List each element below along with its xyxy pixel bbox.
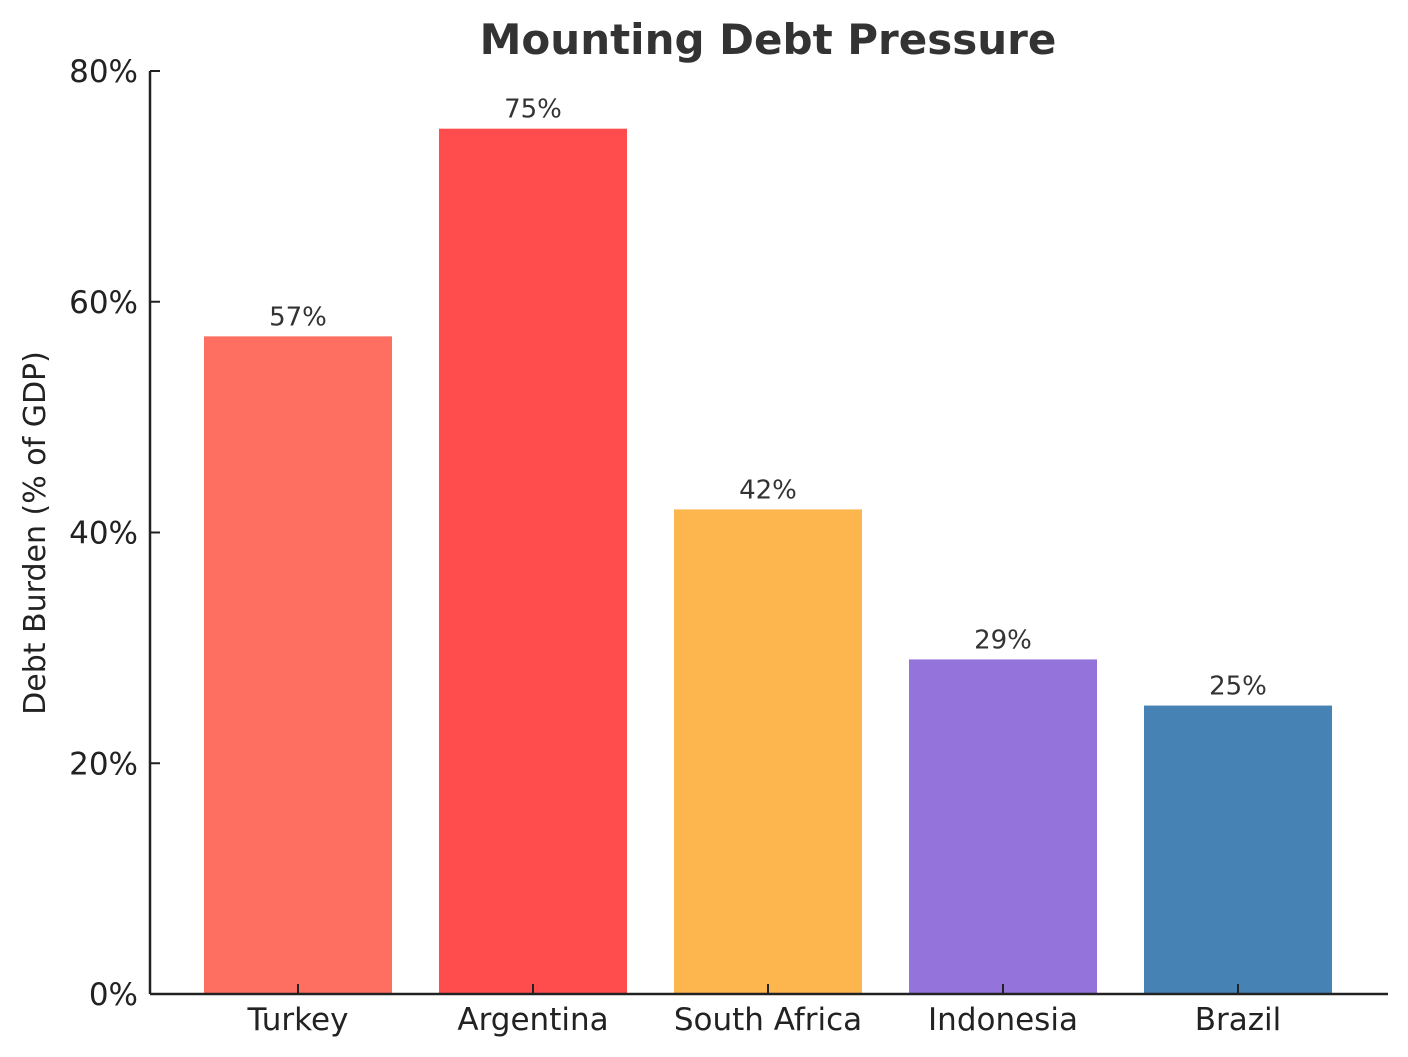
- y-axis-ticks: 0% 20% 40% 60% 80%: [69, 54, 160, 1013]
- data-label: 75%: [504, 95, 562, 125]
- x-tick-label: Argentina: [457, 1002, 608, 1038]
- data-label: 25%: [1209, 672, 1267, 702]
- bar-turkey: [204, 336, 392, 994]
- data-label: 29%: [974, 625, 1032, 655]
- y-tick-label: 20%: [69, 746, 138, 782]
- data-labels: 57% 75% 42% 29% 25%: [269, 95, 1267, 702]
- bars: [204, 128, 1332, 994]
- y-tick-label: 0%: [89, 977, 138, 1013]
- chart-title: Mounting Debt Pressure: [480, 15, 1057, 64]
- x-tick-label: Brazil: [1195, 1002, 1282, 1038]
- y-tick-label: 40%: [69, 516, 138, 552]
- bar-brazil: [1144, 705, 1332, 994]
- data-label: 57%: [269, 302, 327, 332]
- x-tick-label: South Africa: [674, 1002, 862, 1038]
- data-label: 42%: [739, 475, 797, 505]
- x-tick-label: Indonesia: [928, 1002, 1078, 1038]
- y-tick-label: 80%: [69, 54, 138, 90]
- x-axis-ticks: Turkey Argentina South Africa Indonesia Braz…: [247, 984, 1282, 1038]
- y-axis-label: Debt Burden (% of GDP): [18, 351, 53, 715]
- bar-south-africa: [674, 509, 862, 994]
- x-tick-label: Turkey: [247, 1002, 349, 1038]
- bar-indonesia: [909, 659, 1097, 994]
- y-tick-label: 60%: [69, 285, 138, 321]
- bar-argentina: [439, 128, 627, 994]
